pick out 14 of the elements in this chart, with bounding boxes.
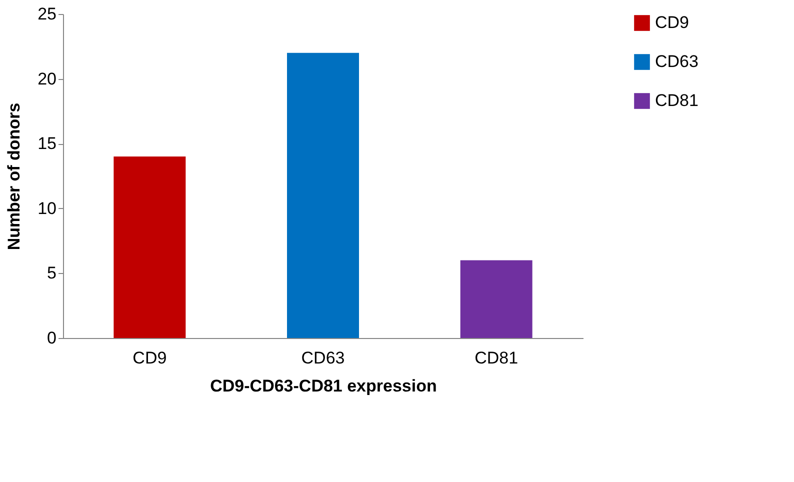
y-axis-title: Number of donors xyxy=(4,102,24,250)
legend-label: CD81 xyxy=(655,91,698,110)
x-tick-label: CD63 xyxy=(301,348,345,368)
legend-label: CD9 xyxy=(655,13,690,32)
y-tick-label: 10 xyxy=(38,198,56,218)
y-tick-label: 5 xyxy=(47,264,56,283)
x-tick-label: CD81 xyxy=(474,348,518,368)
x-tick-label: CD9 xyxy=(132,348,167,368)
x-axis-title: CD9-CD63-CD81 expression xyxy=(210,376,437,396)
y-tick-label: 25 xyxy=(38,4,56,24)
y-tick-label: 0 xyxy=(47,328,56,348)
y-tick-label: 20 xyxy=(38,69,56,88)
legend-label: CD63 xyxy=(655,52,698,71)
y-tick-label: 15 xyxy=(38,134,56,154)
